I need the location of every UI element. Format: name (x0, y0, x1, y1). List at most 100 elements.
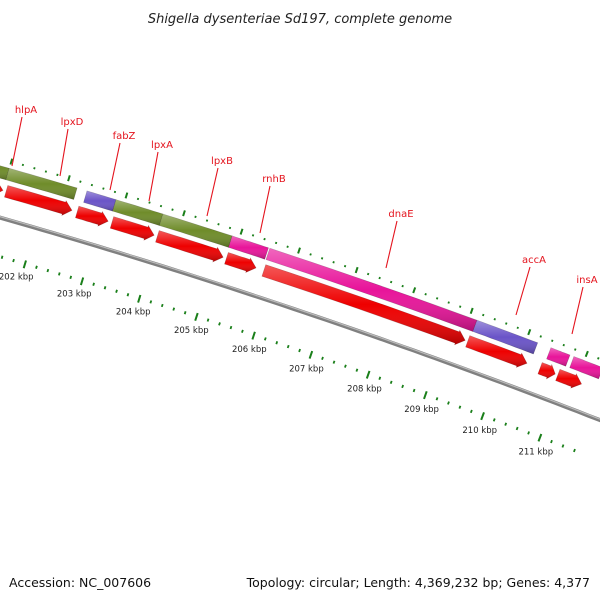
ruler-tick (423, 390, 428, 400)
gene-leader-line (206, 167, 219, 217)
upper-tick (159, 204, 163, 208)
ruler-tick (447, 401, 450, 405)
gene-label-insA: insA (576, 275, 597, 286)
ruler-tick (480, 412, 485, 421)
ruler-tick (412, 388, 416, 393)
ruler-tick (218, 322, 221, 326)
gene-label-accA: accA (522, 255, 546, 266)
kbp-label: 205 kbp (174, 326, 209, 336)
upper-tick (505, 322, 508, 325)
ruler-tick (149, 300, 153, 304)
gene-label-lpxA: lpxA (151, 140, 173, 151)
ruler-tick (492, 418, 496, 422)
ruler-tick (79, 277, 85, 286)
cog-segment-shade (83, 190, 116, 212)
ruler-tick (298, 348, 301, 353)
upper-tick (124, 192, 129, 199)
genome-summary: Topology: circular; Length: 4,369,232 bp… (246, 575, 590, 590)
kbp-label: 202 kbp (0, 273, 34, 283)
ruler-tick (321, 356, 324, 361)
upper-tick (527, 328, 532, 336)
ruler-tick (69, 275, 73, 280)
cog-segment-shade (569, 356, 600, 379)
gene-label-lpxD: lpxD (61, 117, 84, 128)
upper-tick (44, 170, 48, 173)
upper-tick (239, 228, 244, 235)
upper-tick (447, 301, 450, 304)
upper-tick (194, 215, 197, 219)
accession-label: Accession: NC_007606 (9, 575, 151, 590)
upper-tick (378, 276, 381, 280)
upper-tick (9, 158, 14, 165)
upper-tick (148, 201, 151, 204)
upper-tick (79, 180, 82, 183)
upper-tick (182, 210, 186, 217)
cds-arrow-shade (555, 369, 582, 388)
upper-tick (21, 163, 25, 167)
upper-tick (597, 357, 600, 360)
genome-tracks: 202 kbp 203 kbp 204 kbp 205 kbp 206 kbp 207 k… (0, 105, 600, 457)
upper-tick (320, 257, 324, 260)
cog-segment-shade (472, 320, 538, 354)
ruler-tick (344, 364, 347, 368)
kbp-label: 204 kbp (116, 308, 151, 318)
cds-arrow-shade (465, 335, 527, 368)
ruler-tick (550, 439, 553, 444)
ruler-tick (378, 376, 382, 380)
upper-tick (228, 226, 232, 230)
upper-tick (482, 313, 485, 317)
gene-leader-line (571, 286, 584, 335)
gene-label-dnaE: dnaE (388, 209, 413, 220)
ruler-tick (126, 293, 130, 297)
ruler-tick (58, 272, 61, 276)
kbp-label: 208 kbp (347, 384, 382, 394)
gene-leader-line (385, 220, 398, 269)
cog-segment-shade (112, 199, 163, 226)
upper-tick (562, 343, 565, 347)
kbp-label: 209 kbp (404, 405, 439, 415)
cog-segment-shade (5, 168, 78, 200)
kbp-label: 203 kbp (57, 290, 92, 300)
ruler-tick (515, 426, 519, 431)
cds-arrow-shade (4, 185, 72, 216)
ruler-tick (12, 258, 15, 263)
gene-leader-line (109, 142, 121, 191)
kbp-label: 206 kbp (232, 345, 267, 355)
ruler-tick (435, 397, 439, 401)
kbp-label: 211 kbp (518, 447, 553, 457)
ruler-tick (183, 311, 187, 315)
upper-tick (574, 348, 577, 351)
cds-arrow-shade (110, 216, 155, 241)
gene-leader-line (148, 151, 159, 202)
gene-leader-line (11, 116, 23, 167)
gene-leader-line (59, 128, 69, 177)
kbp-label: 210 kbp (462, 426, 497, 436)
ruler-tick (0, 255, 4, 259)
ruler-tick (355, 368, 359, 372)
upper-tick (205, 219, 209, 222)
upper-tick (33, 167, 36, 170)
upper-tick (551, 339, 554, 343)
cog-segment-shade (159, 214, 233, 248)
gene-leader-line (515, 266, 531, 316)
upper-tick (389, 280, 393, 284)
ruler-tick (275, 341, 279, 345)
ruler-tick (573, 448, 576, 453)
kbp-label: 207 kbp (289, 364, 324, 374)
gene-leader-line (259, 185, 271, 234)
upper-tick (343, 264, 347, 268)
upper-tick (412, 287, 417, 294)
backbone-highlight (0, 216, 600, 420)
ruler-tick (194, 312, 199, 322)
upper-tick (366, 272, 370, 276)
upper-tick (309, 253, 312, 256)
upper-tick (297, 247, 301, 254)
gene-label-lpxB: lpxB (211, 156, 233, 167)
upper-tick (332, 261, 335, 264)
upper-tick (171, 208, 174, 211)
upper-tick (516, 326, 519, 330)
ruler-tick (241, 329, 244, 334)
ruler-tick (172, 307, 176, 311)
ruler-tick (561, 444, 565, 448)
ruler-tick (22, 260, 27, 269)
